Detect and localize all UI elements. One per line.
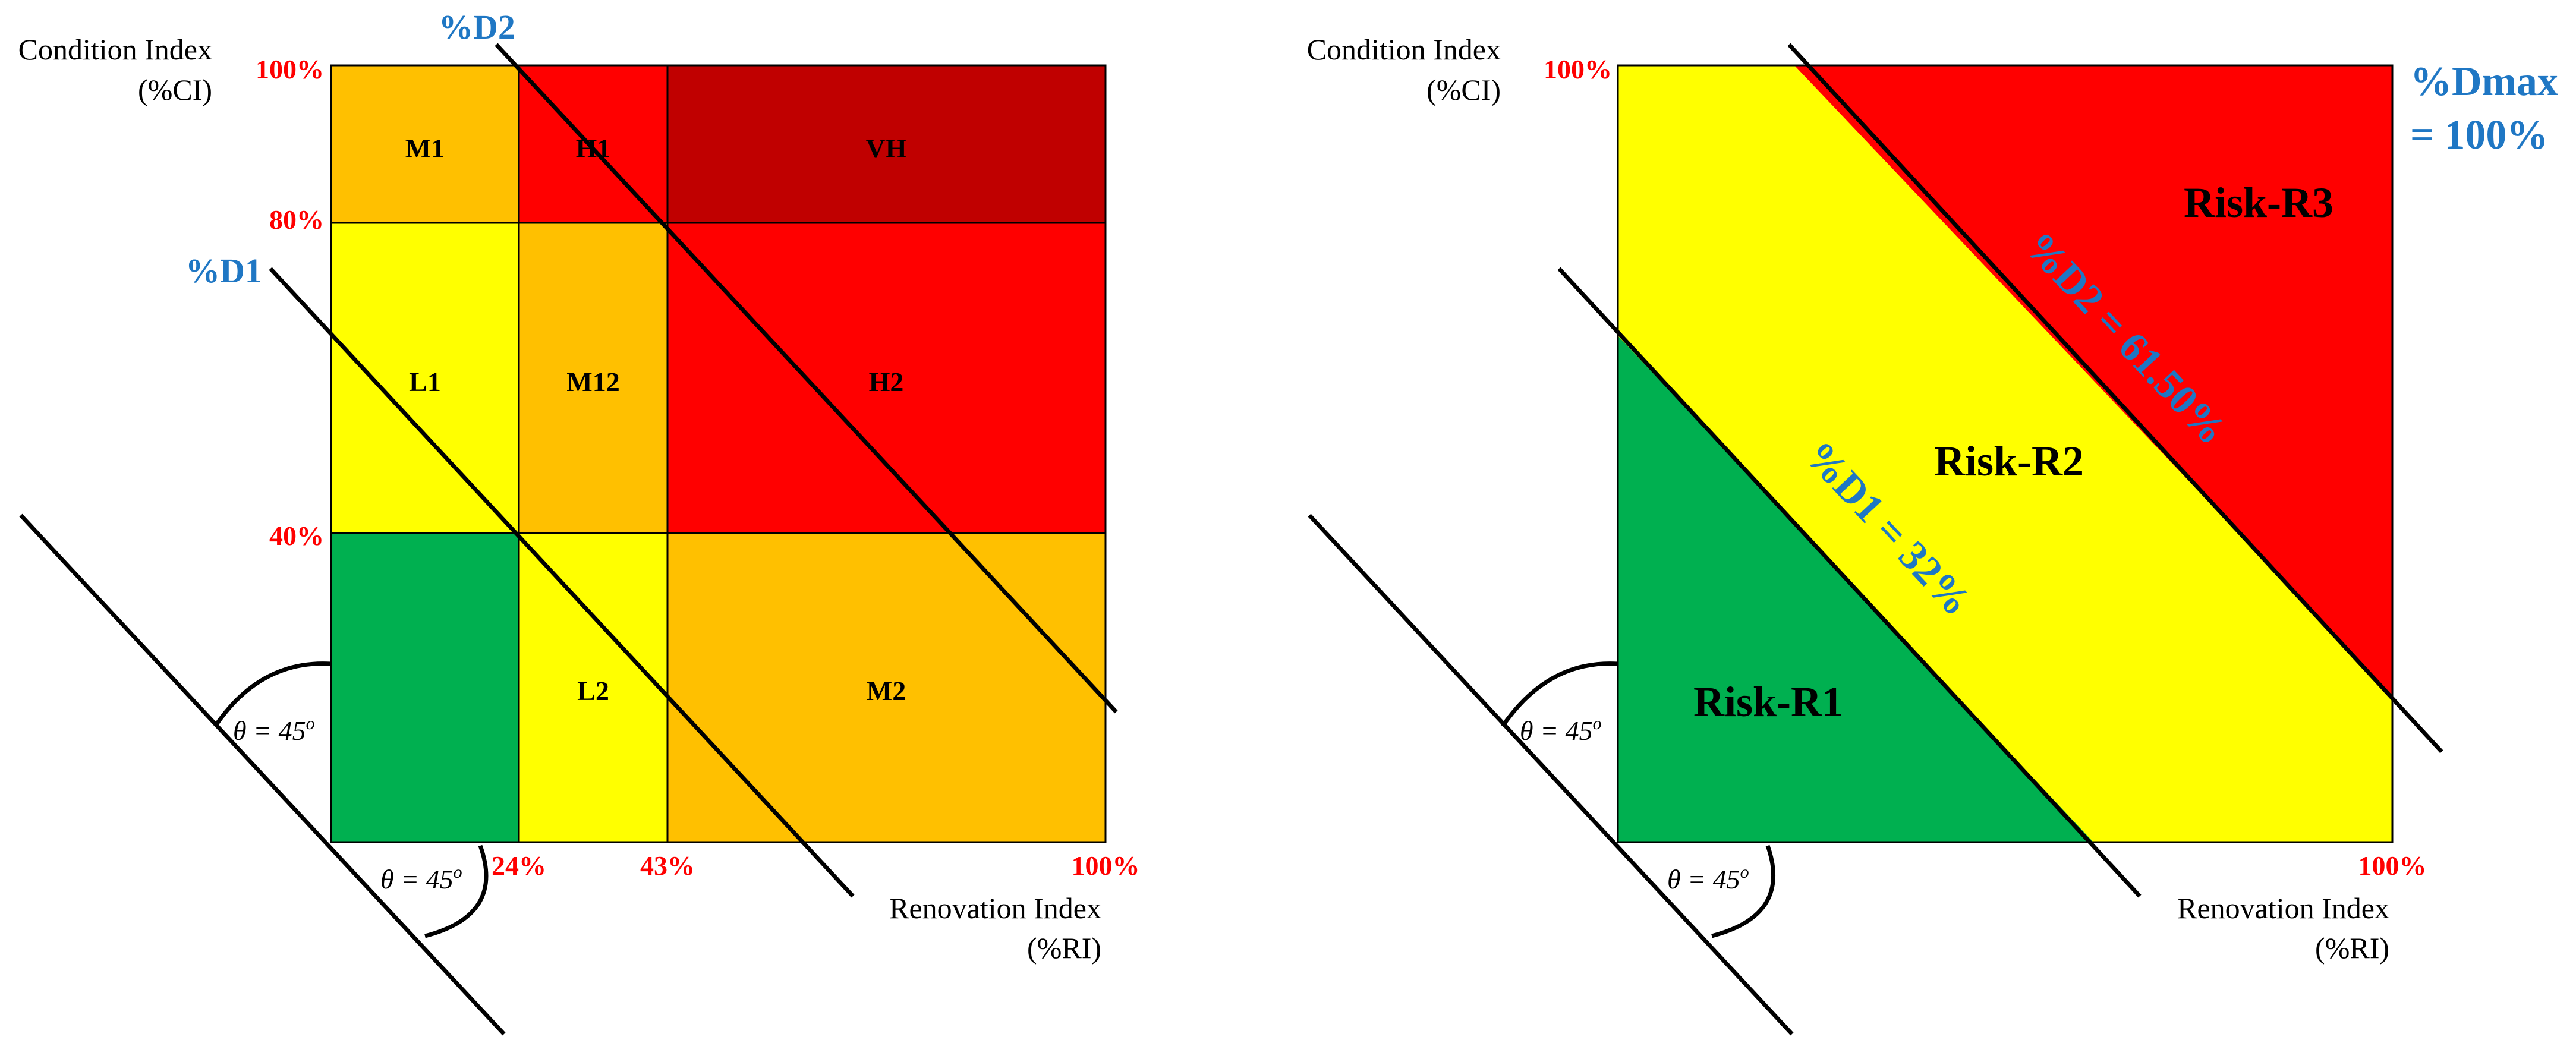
- cell-label-m2: M2: [867, 676, 906, 706]
- x-tick-43: 43%: [640, 850, 695, 881]
- cell-h1: [519, 65, 667, 223]
- x-tick-100-right: 100%: [2358, 850, 2427, 881]
- cell-l2: [519, 533, 667, 842]
- left-grid: [330, 64, 1107, 843]
- x-axis-unit: (%RI): [1027, 931, 1101, 965]
- cell-label-m1: M1: [405, 133, 445, 163]
- right-diagonals: [1308, 43, 2443, 1036]
- y-axis-title-right: Condition Index: [1307, 33, 1501, 66]
- x-tick-100: 100%: [1072, 850, 1140, 881]
- label-d1: %D1: [185, 251, 262, 290]
- cell-m12: [519, 223, 667, 533]
- theta-label-bottom: θ = 45o: [380, 862, 462, 894]
- left-matrix: M1 H1 VH L1 M12 H2 L2 M2 100% 80% 40% 24…: [18, 8, 1140, 1036]
- line-d2: [495, 43, 1118, 714]
- theta-label-top: θ = 45o: [233, 714, 315, 746]
- line-base: [19, 513, 506, 1036]
- risk-r3-label: Risk-R3: [2184, 179, 2333, 226]
- right-frame: [1617, 64, 2394, 843]
- dmax-value: = 100%: [2410, 112, 2548, 158]
- x-axis-title: Renovation Index: [889, 891, 1101, 925]
- y-axis-unit-right: (%CI): [1426, 73, 1501, 106]
- line-base-right: [1308, 513, 1794, 1036]
- x-axis-title-right: Renovation Index: [2177, 891, 2389, 925]
- cell-h2: [667, 223, 1106, 533]
- risk-r1-label: Risk-R1: [1693, 678, 1843, 726]
- x-tick-24: 24%: [492, 850, 546, 881]
- risk-r2-label: Risk-R2: [1934, 437, 2084, 485]
- theta-arc-right-bottom: [1711, 844, 1775, 938]
- theta-arc-bottom: [424, 844, 489, 938]
- cell-label-m12: M12: [566, 367, 619, 397]
- label-d2: %D2: [439, 8, 515, 46]
- cell-l1: [331, 223, 519, 533]
- cell-m1: [331, 65, 519, 223]
- y-tick-100-right: 100%: [1544, 54, 1612, 84]
- theta-arc-top: [213, 661, 332, 727]
- line-d1-right: [1557, 267, 2142, 898]
- line-d2-right: [1787, 43, 2443, 754]
- left-diagonals: [19, 43, 1118, 1036]
- y-tick-40: 40%: [269, 521, 324, 551]
- cell-label-l1: L1: [409, 367, 441, 397]
- y-tick-80: 80%: [269, 204, 324, 235]
- right-matrix: 100% 100% Condition Index (%CI) Renovati…: [1307, 33, 2558, 1036]
- cell-m2: [667, 533, 1106, 842]
- theta-arc-right-top: [1501, 661, 1618, 727]
- cell-label-l2: L2: [577, 676, 609, 706]
- cell-vh: [667, 65, 1106, 223]
- cell-low: [331, 533, 519, 842]
- theta-label-right-bottom: θ = 45o: [1667, 862, 1749, 894]
- y-tick-100: 100%: [256, 54, 324, 84]
- cell-label-vh: VH: [866, 133, 907, 163]
- y-axis-title: Condition Index: [18, 33, 212, 66]
- cell-label-h2: H2: [869, 367, 904, 397]
- dmax-label: %Dmax: [2410, 59, 2558, 105]
- theta-label-right-top: θ = 45o: [1520, 714, 1602, 746]
- y-axis-unit: (%CI): [138, 73, 212, 106]
- x-axis-unit-right: (%RI): [2315, 931, 2389, 965]
- line-d1: [269, 267, 855, 898]
